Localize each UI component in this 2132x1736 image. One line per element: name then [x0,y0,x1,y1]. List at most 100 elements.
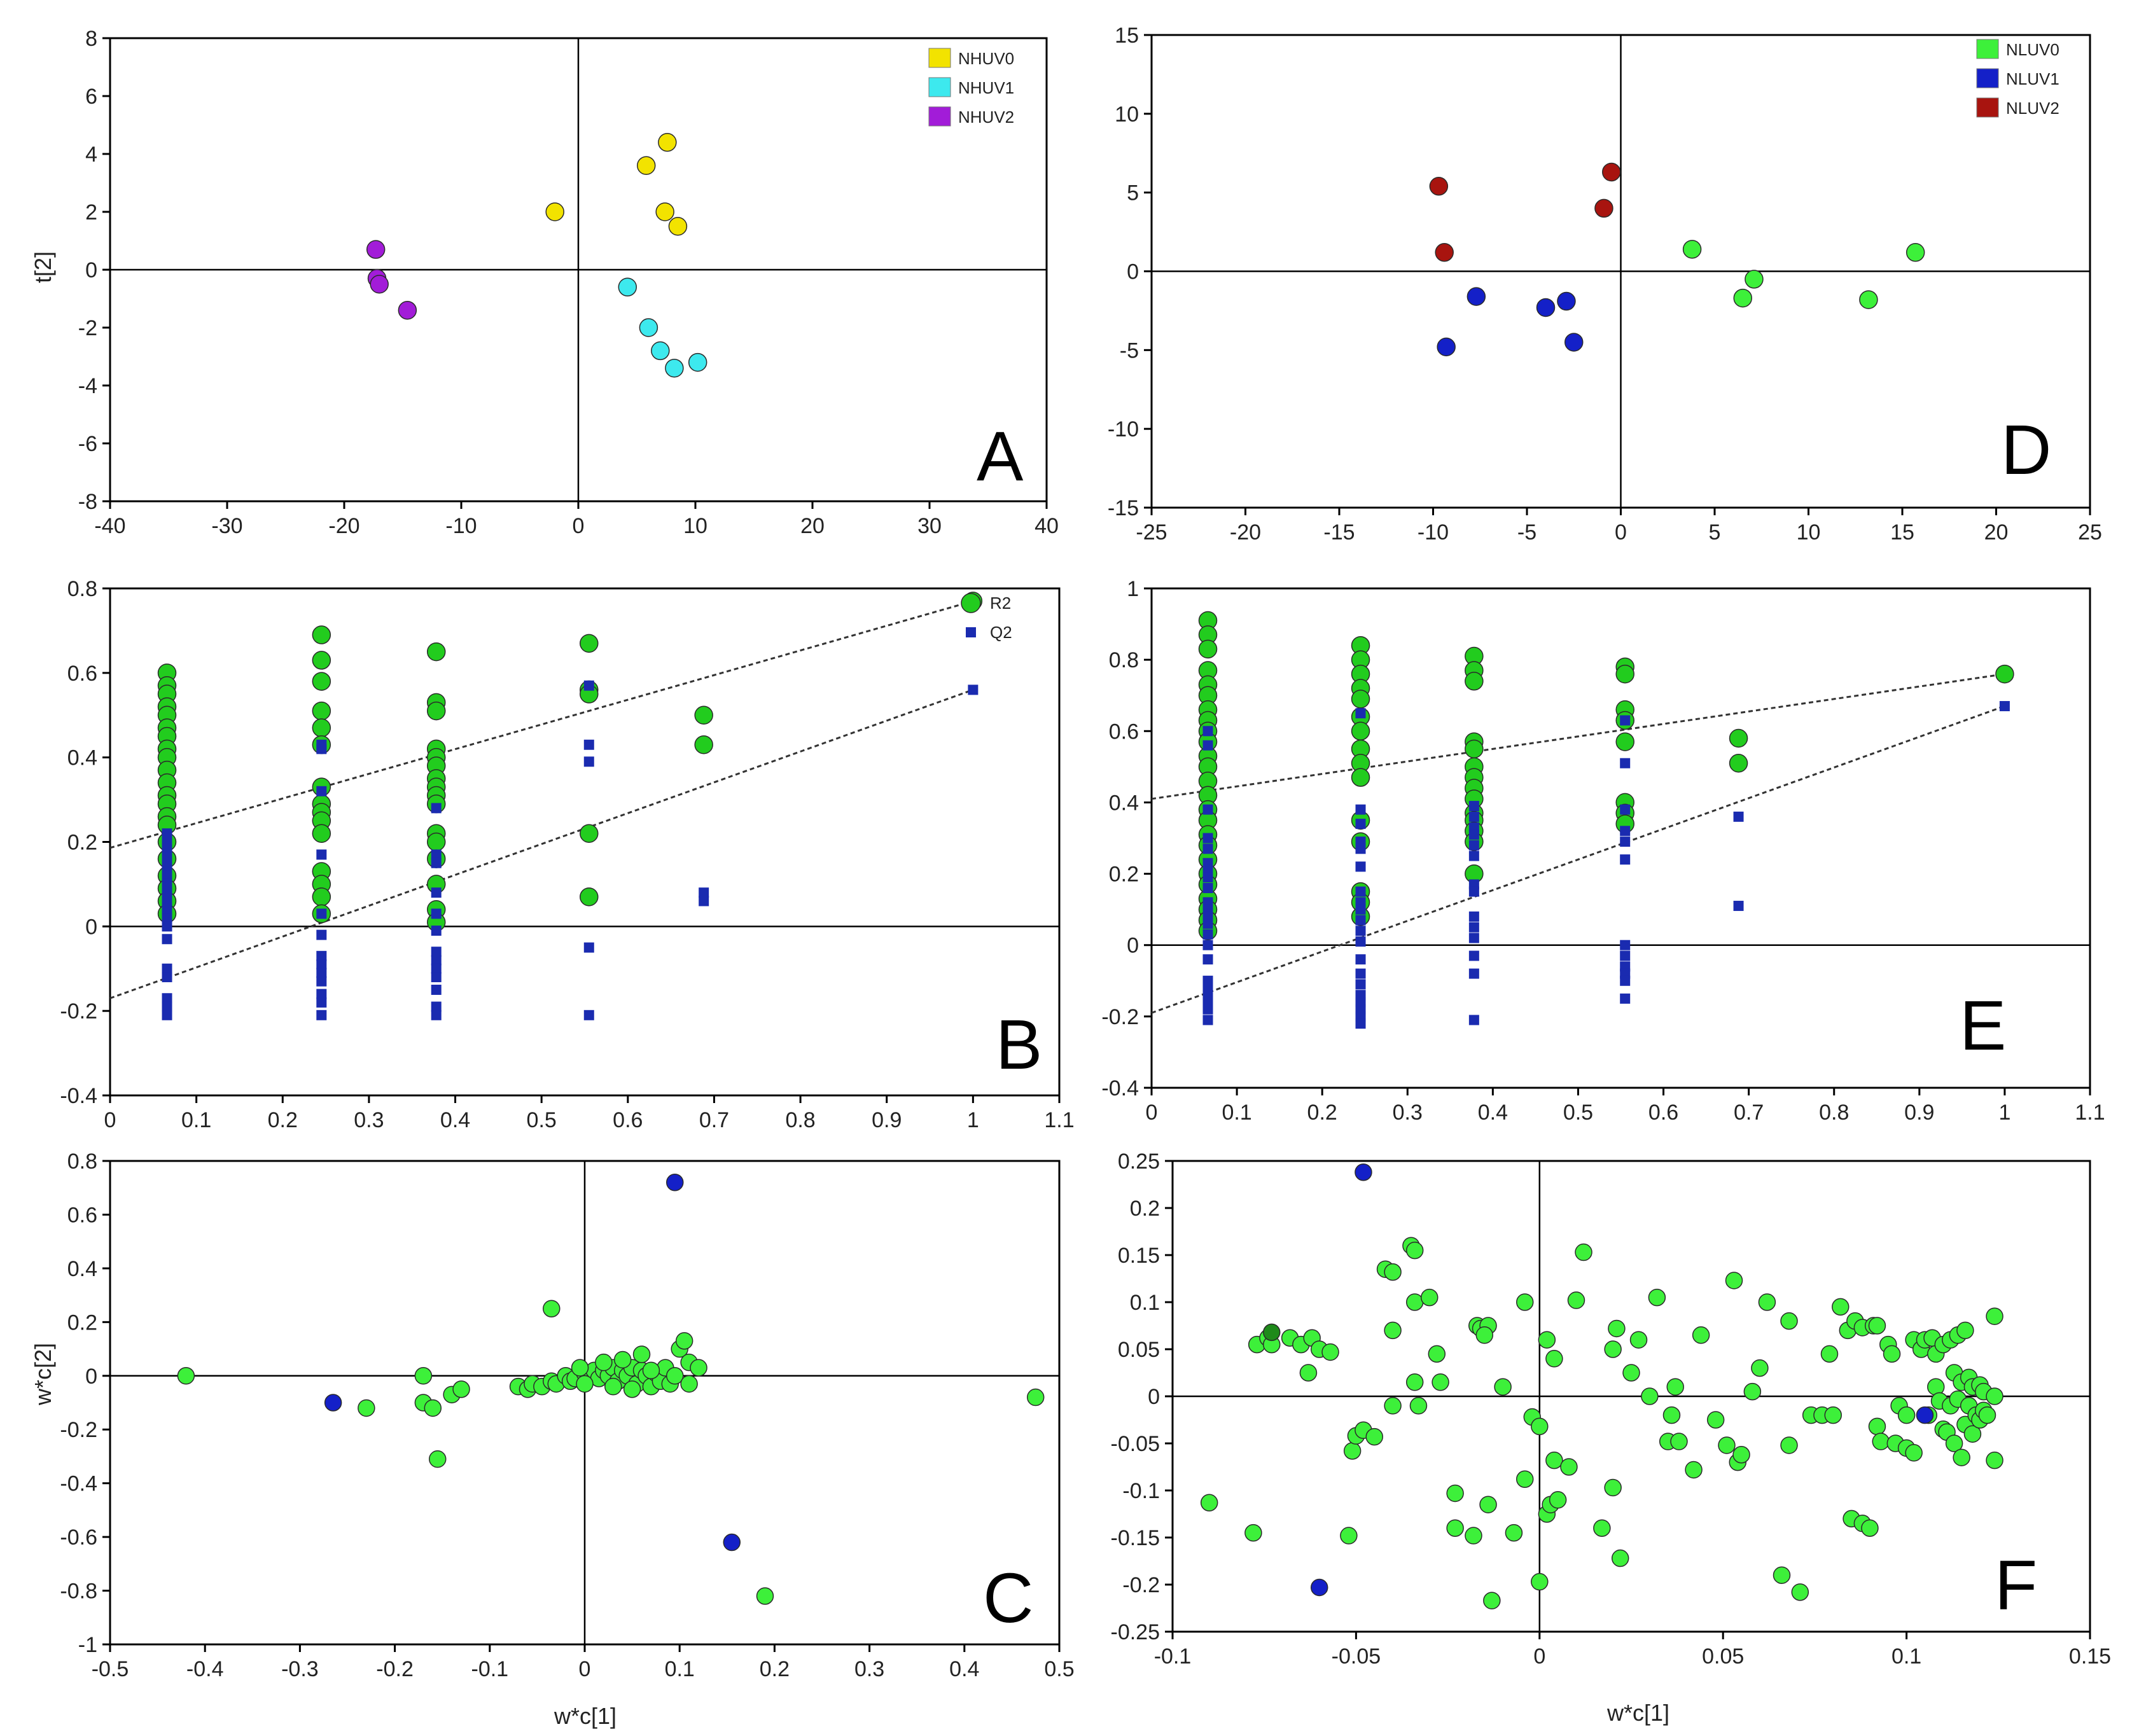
panel-c-ytick-label: -1 [78,1633,97,1657]
panel-a-xtick-label: 10 [683,514,707,538]
panel-a-legend-swatch [928,48,951,68]
panel-e-point-q2 [1202,872,1213,883]
panel-c-point-variables [675,1332,693,1350]
panel-a-point-nhuv1 [651,341,670,361]
panel-f-point-variables [1986,1307,2003,1325]
panel-f-ytick-label: -0.1 [1122,1479,1160,1503]
panel-f-point-variables [1340,1527,1358,1545]
panel-b-point-q2 [431,887,442,898]
panel-e-point-q2 [1468,911,1479,922]
panel-b-point-q2 [583,756,594,767]
panel-b-xtick-label: 0 [104,1108,116,1132]
panel-f-point-variables [1575,1243,1592,1261]
panel-a-point-nhuv1 [639,318,658,337]
panel-b-point-q2 [583,1010,594,1020]
panel-d-point-nluv2 [1602,162,1621,182]
panel-c-xtick-label: -0.2 [376,1657,414,1681]
panel-b-point-q2 [162,1001,172,1012]
panel-b-point-q2 [316,1010,327,1020]
panel-f-point-variables [1685,1461,1703,1479]
panel-f-point-variables [1732,1446,1750,1464]
panel-e-point-q2 [1468,811,1479,822]
panel-f-point-variables [1883,1345,1901,1363]
panel-b-point-q2 [583,942,594,953]
panel-f-point-variables [1986,1387,2003,1405]
panel-c-xtick-label: -0.4 [186,1657,224,1681]
panel-e-xtick-label: 0.3 [1393,1101,1423,1125]
panel-a-ytick-label: 4 [85,142,97,167]
panel-b-point-r2 [312,887,331,906]
panel-b-point-q2 [431,925,442,936]
panel-d-point-nluv2 [1429,177,1449,196]
panel-c-point-variables [623,1380,641,1398]
panel-a-point-nhuv1 [688,352,707,372]
panel-a-point-nhuv0 [636,156,656,175]
panel-c-point-variables [543,1300,561,1317]
panel-b-point-q2 [316,849,327,860]
panel-e-ytick-label: 1 [1127,577,1139,601]
panel-b-point-q2 [316,744,327,754]
panel-b-point-r2 [312,701,331,721]
panel-c-ytick-label: 0.6 [67,1203,97,1227]
panel-c-point-variables [604,1377,622,1396]
panel-a-point-nhuv0 [658,133,677,152]
panel-d-xtick-label: 15 [1890,520,1914,545]
panel-f-point-variables [1384,1263,1402,1281]
panel-a-ytick-label: -4 [78,374,97,398]
panel-e-point-q2 [1620,758,1631,768]
panel-b-ytick-label: 0 [85,915,97,939]
panel-b-xtick-label: 0.2 [268,1108,298,1132]
panel-e-frame [1150,587,2091,1089]
panel-e-xtick-label: 1 [1998,1101,2010,1125]
panel-f-point-variables [1549,1491,1567,1509]
panel-c-label: C [983,1559,1033,1637]
panel-b-label: B [996,1006,1042,1084]
panel-c: w*c[2] w*c[1] C -0.5 -0.4 -0.3 -0.2 -0.1 0 0.1… [30,1149,1075,1729]
panel-b-point-q2 [316,997,327,1008]
panel-f-point-variables [1446,1519,1464,1537]
panel-e-ytick-label: 0.4 [1109,791,1139,815]
panel-f-ytick-label: 0 [1148,1385,1160,1409]
panel-f-point-variables [1483,1592,1501,1609]
panel-d-legend-label: NLUV1 [2006,69,2059,88]
panel-b-xtick-label: 0.5 [527,1108,557,1132]
panel-c-xtick-label: -0.5 [92,1657,129,1681]
panel-f-point-variables [1515,1470,1534,1488]
panel-e-xtick-label: 0.6 [1648,1101,1678,1125]
panel-c-point-variables [424,1399,442,1417]
panel-b-point-q2 [162,921,172,932]
panel-b-point-q2 [583,739,594,750]
panel-b-legend-swatch [966,627,976,637]
panel-e-point-q2 [1355,936,1366,947]
panel-f-point-variables [1743,1382,1762,1401]
panel-f-ytick-label: 0.15 [1118,1244,1160,1268]
panel-c-point-variables [571,1359,589,1377]
panel-d-ytick-label: 5 [1127,181,1139,205]
panel-e-point-q2 [1620,854,1631,865]
panel-b-point-r2 [312,824,331,843]
panel-f-point-variables [1824,1406,1842,1424]
panel-e-point-q2 [1202,929,1213,940]
panel-f-point-variables [1780,1436,1798,1454]
panel-f-point-variables [1446,1484,1464,1503]
panel-d-point-nluv2 [1435,243,1454,262]
panel-e-point-q2 [1355,708,1366,719]
panel-c-point-highlighted [324,1394,342,1412]
panel-e-point-q2 [1202,726,1213,737]
panel-e-point-r2 [1615,664,1634,684]
panel-f-xtick-label: 0.15 [2069,1644,2111,1669]
panel-b-point-r2 [580,824,599,843]
panel-f-point-variables [1956,1321,1974,1340]
panel-f: w*c[1] F -0.1 -0.05 0 0.05 0.1 0.15 -0.25 -0.2 -… [1111,1149,2112,1726]
panel-e-point-q2 [1468,950,1479,961]
panel-f-point-variables [1567,1291,1585,1309]
panel-c-point-variables [414,1367,433,1385]
panel-d: D -25 -20 -15 -10 -5 0 5 10 15 20 25 -15 -10 -5 0 5 10 15… [1108,24,2102,545]
panel-f-point-variables [1545,1350,1563,1368]
panel-a-ytick-label: -8 [78,490,97,514]
panel-b-ytick-label: -0.2 [60,999,97,1024]
panel-d-legend-swatch [1976,97,1999,118]
panel-e-point-q2 [1202,844,1213,854]
panel-e-ytick-label: 0.6 [1109,719,1139,744]
panel-f-point-variables [1706,1411,1725,1429]
